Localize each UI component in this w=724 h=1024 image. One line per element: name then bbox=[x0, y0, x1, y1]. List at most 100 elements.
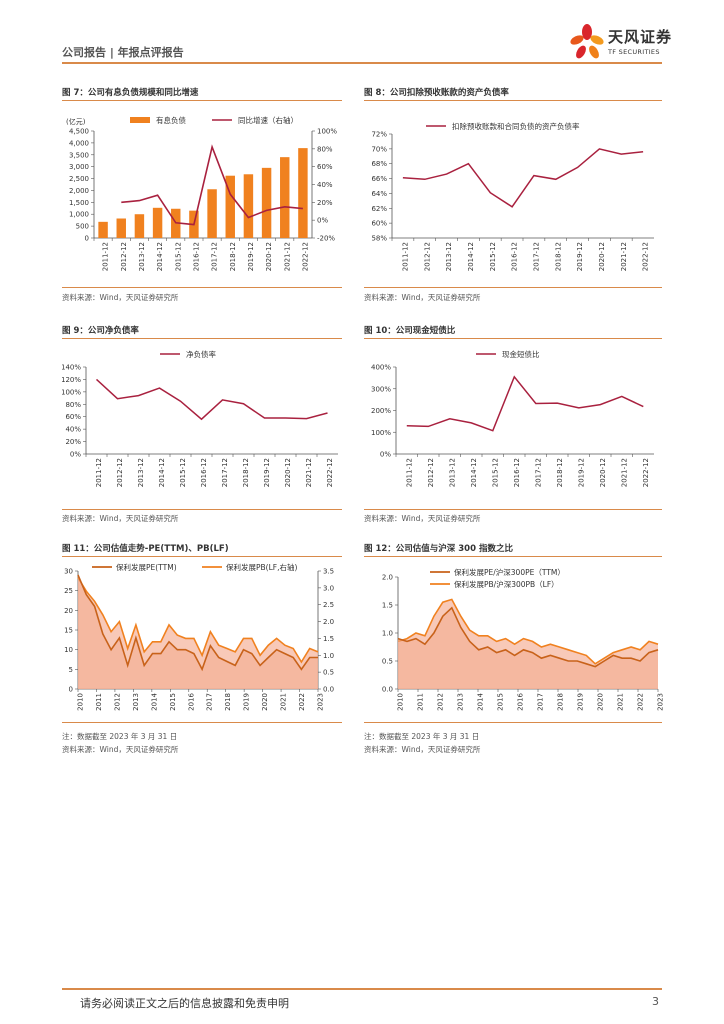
logo-en-text: TF SECURITIES bbox=[608, 48, 660, 56]
fig8-rule bbox=[364, 100, 662, 101]
bar-debt bbox=[134, 214, 145, 238]
x-tick-label: 2018-12 bbox=[556, 458, 564, 487]
x-tick-label: 2013-12 bbox=[137, 458, 145, 487]
x-tick-label: 2017-12 bbox=[532, 242, 540, 271]
report-header: 公司报告 | 年报点评报告 bbox=[62, 46, 184, 59]
y-tick-label: 140% bbox=[62, 364, 81, 372]
x-tick-label: 2022 bbox=[637, 693, 645, 711]
y-tick-label: 4,000 bbox=[69, 139, 89, 147]
bar-debt bbox=[116, 218, 126, 238]
fig10-rule bbox=[364, 338, 662, 339]
x-tick-label: 2021 bbox=[280, 693, 288, 711]
x-tick-label: 2019 bbox=[243, 693, 251, 711]
figure-11-chart: 0 5 10 15 20 25 30 0.0 0.5 1.0 1.5 2.0 2.5 3.0 3.5 2010… bbox=[62, 559, 344, 719]
x-tick-label: 2016-12 bbox=[513, 458, 521, 487]
series-area bbox=[78, 574, 318, 689]
x-tick-label: 2013-12 bbox=[138, 242, 146, 271]
x-tick-label: 2015-12 bbox=[491, 458, 499, 487]
f11-svg: 0 5 10 15 20 25 30 0.0 0.5 1.0 1.5 2.0 2.5 3.0 3.5 2010… bbox=[64, 562, 334, 711]
y-tick-label: 58% bbox=[371, 235, 387, 243]
y-tick-label: 80% bbox=[65, 401, 81, 409]
figure-7-chart: (亿元) 有息负债 同比增速（右轴） 0 500 1,000 1,500 2,000 2,500… bbox=[62, 104, 344, 284]
bar-debt bbox=[98, 221, 108, 238]
y-tick-label: 10 bbox=[64, 646, 73, 654]
y-tick-label: 68% bbox=[371, 160, 387, 168]
y2-tick-label: 100% bbox=[317, 128, 337, 136]
f9-svg: 净负债率 0% 20% 40% 60% 80% 100% 120% 140% 2011-12 201… bbox=[62, 349, 338, 487]
figure-10-caption: 图 10：公司现金短债比 bbox=[364, 326, 456, 336]
y-tick-label: 0% bbox=[380, 451, 391, 459]
y-tick-label: 1.0 bbox=[382, 630, 393, 638]
y-tick-label: 30 bbox=[64, 568, 73, 576]
f8-svg: 扣除预收账款和合同负债的资产负债率 58% 60% 62% 64% 66% 68% 70% 72… bbox=[371, 121, 654, 271]
y-axis-unit-label: (亿元) bbox=[66, 117, 86, 126]
x-tick-label: 2013-12 bbox=[448, 458, 456, 487]
logo-flower-icon bbox=[570, 24, 604, 59]
legend-f9-label: 净负债率 bbox=[186, 349, 216, 359]
x-tick-label: 2013 bbox=[457, 693, 465, 711]
x-tick-label: 2014-12 bbox=[467, 242, 475, 271]
footer-rule bbox=[62, 988, 662, 990]
x-tick-label: 2014-12 bbox=[470, 458, 478, 487]
x-tick-label: 2020-12 bbox=[598, 242, 606, 271]
figure-9-caption: 图 9：公司净负债率 bbox=[62, 326, 139, 336]
x-tick-label: 2018-12 bbox=[229, 242, 237, 271]
y2-tick-label: 0.5 bbox=[323, 669, 334, 677]
y-tick-label: 0 bbox=[69, 686, 73, 694]
x-tick-label: 2022-12 bbox=[642, 458, 650, 487]
x-tick-label: 2018 bbox=[224, 693, 232, 711]
figure-9-source: 资料来源：Wind，天风证券研究所 bbox=[62, 514, 179, 523]
y-tick-label: 0.0 bbox=[382, 686, 393, 694]
y-tick-label: 0.5 bbox=[382, 658, 393, 666]
y-tick-label: 64% bbox=[371, 190, 387, 198]
y-tick-label: 0% bbox=[70, 451, 81, 459]
y-tick-label: 1.5 bbox=[382, 602, 393, 610]
x-tick-label: 2022-12 bbox=[326, 458, 334, 487]
series-line bbox=[77, 574, 318, 672]
figure-12-note: 注：数据截至 2023 年 3 月 31 日 bbox=[364, 732, 480, 741]
y2-tick-label: 80% bbox=[317, 145, 333, 153]
x-tick-label: 2015 bbox=[169, 693, 177, 711]
x-tick-label: 2021-12 bbox=[305, 458, 313, 487]
figure-7-caption: 图 7：公司有息负债规模和同比增速 bbox=[62, 88, 199, 98]
y2-tick-label: 0% bbox=[317, 217, 328, 225]
x-tick-label: 2021 bbox=[617, 693, 625, 711]
x-tick-label: 2017 bbox=[537, 693, 545, 711]
fig7-rule bbox=[62, 100, 342, 101]
y-tick-label: 70% bbox=[371, 145, 387, 153]
x-tick-label: 2010 bbox=[397, 693, 405, 711]
y-tick-label: 72% bbox=[371, 131, 387, 139]
y-tick-label: 25 bbox=[64, 587, 73, 595]
figure-12-chart: 0.0 0.5 1.0 1.5 2.0 2010 2011 2012 2013 2014 2015 2… bbox=[364, 559, 664, 719]
fig11-bottom-rule bbox=[62, 722, 342, 723]
x-tick-label: 2014 bbox=[477, 692, 485, 710]
page-number: 3 bbox=[652, 995, 659, 1008]
figure-12-caption: 图 12：公司估值与沪深 300 指数之比 bbox=[364, 544, 513, 554]
x-tick-label: 2018-12 bbox=[554, 242, 562, 271]
y-tick-label: 40% bbox=[65, 426, 81, 434]
y2-tick-label: 1.5 bbox=[323, 635, 334, 643]
x-tick-label: 2020-12 bbox=[284, 458, 292, 487]
x-tick-label: 2020-12 bbox=[599, 458, 607, 487]
y-tick-label: 2,000 bbox=[69, 187, 89, 195]
figure-11-note: 注：数据截至 2023 年 3 月 31 日 bbox=[62, 732, 178, 741]
figure-10-source: 资料来源：Wind，天风证券研究所 bbox=[364, 514, 481, 523]
x-tick-label: 2019-12 bbox=[577, 458, 585, 487]
x-tick-label: 2011 bbox=[95, 693, 103, 711]
figure-7-svg: (亿元) 有息负债 同比增速（右轴） 0 500 1,000 1,500 2,000 2,500… bbox=[66, 115, 337, 271]
x-tick-label: 2012 bbox=[437, 693, 445, 711]
x-tick-label: 2015 bbox=[497, 693, 505, 711]
x-tick-label: 2022 bbox=[298, 693, 306, 711]
y2-tick-label: 1.0 bbox=[323, 652, 334, 660]
footer-disclaimer: 请务必阅读正文之后的信息披露和免责申明 bbox=[80, 997, 289, 1010]
series-line bbox=[402, 148, 644, 208]
x-tick-label: 2015-12 bbox=[179, 458, 187, 487]
x-tick-label: 2016-12 bbox=[192, 242, 200, 271]
x-tick-label: 2020-12 bbox=[265, 242, 273, 271]
x-tick-label: 2016 bbox=[517, 692, 525, 710]
x-tick-label: 2018 bbox=[557, 693, 565, 711]
series-line bbox=[95, 378, 328, 421]
x-tick-label: 2021-12 bbox=[620, 242, 628, 271]
x-tick-label: 2012-12 bbox=[116, 458, 124, 487]
x-tick-label: 2013-12 bbox=[445, 242, 453, 271]
